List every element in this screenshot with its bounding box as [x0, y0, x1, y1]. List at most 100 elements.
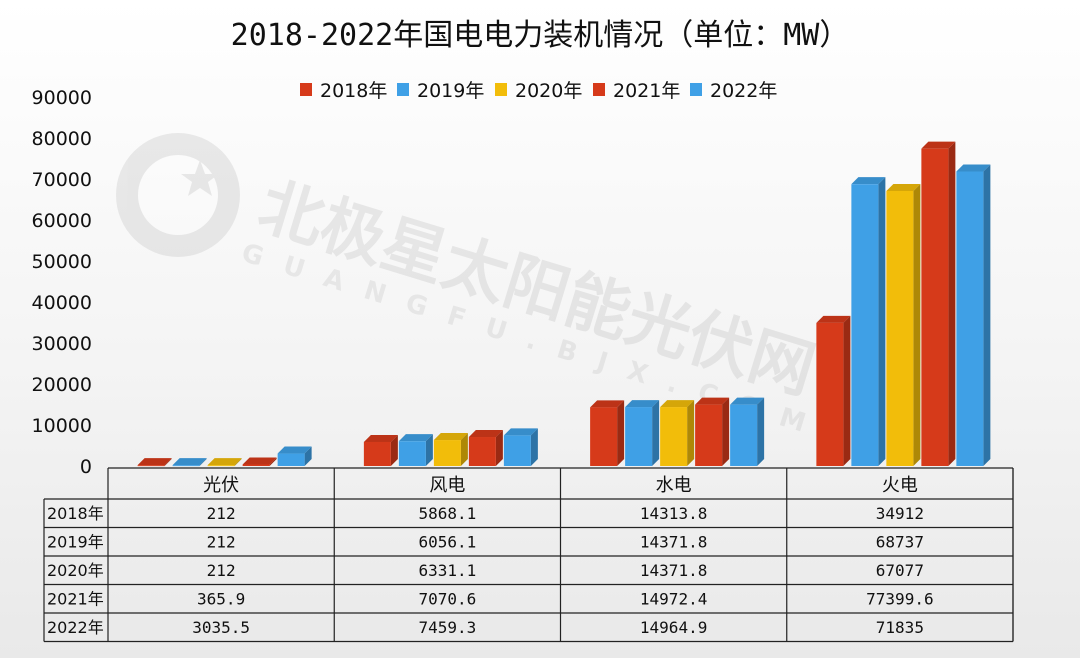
table-cell: 212 [207, 504, 236, 523]
bar-top [172, 458, 207, 466]
bar-top [433, 433, 468, 441]
legend: 2018年 2019年 2020年 2021年 2022年 [300, 80, 777, 102]
legend-item: 2022年 [690, 80, 777, 102]
table-col-header: 火电 [882, 475, 918, 496]
table-cell: 14964.9 [640, 618, 707, 637]
table-row-header: 2019年 [47, 533, 104, 552]
bar [816, 315, 851, 466]
legend-item: 2021年 [593, 80, 680, 102]
bar-top [730, 397, 765, 405]
bar [433, 433, 468, 466]
bar-side [234, 458, 242, 466]
bar [590, 400, 625, 466]
bar-front [503, 435, 531, 466]
bar [956, 164, 991, 466]
legend-swatch [397, 83, 409, 96]
legend-label: 2018年 [320, 80, 387, 102]
bar-side [530, 428, 538, 466]
bar-top [816, 315, 851, 323]
legend-swatch [495, 83, 507, 96]
bar-top [590, 400, 625, 408]
legend-swatch [593, 83, 605, 96]
table-cell: 77399.6 [866, 590, 933, 609]
y-tick-label: 80000 [32, 128, 92, 150]
bar-side [269, 457, 277, 466]
table-col-header: 水电 [656, 475, 692, 496]
bar-side [460, 433, 468, 466]
bar-side [425, 434, 433, 466]
bar-front [242, 464, 270, 466]
watermark-logo-icon [116, 133, 240, 257]
legend-swatch [690, 83, 702, 96]
bar-top [363, 434, 398, 442]
bar-top [468, 430, 503, 438]
bar [851, 177, 886, 467]
bar-top [503, 428, 538, 436]
bar-side [843, 315, 851, 466]
y-tick-label: 40000 [32, 292, 92, 314]
bar-side [983, 164, 991, 466]
y-axis: 0 10000 20000 30000 40000 50000 60000 70000 8000… [32, 87, 92, 478]
table-cell: 68737 [876, 533, 924, 552]
y-tick-label: 10000 [32, 415, 92, 437]
bar-front [207, 465, 235, 467]
y-tick-label: 50000 [32, 251, 92, 273]
legend-label: 2019年 [417, 80, 484, 102]
bar-side [948, 141, 956, 467]
table-cell: 14972.4 [640, 590, 707, 609]
bar-front [433, 440, 461, 466]
table-cell: 5868.1 [418, 504, 476, 523]
table-cell: 14371.8 [640, 561, 707, 580]
y-tick-label: 60000 [32, 210, 92, 232]
bar-front [921, 148, 949, 467]
table-cell: 6056.1 [418, 533, 476, 552]
legend-label: 2022年 [710, 80, 777, 102]
y-tick-label: 90000 [32, 87, 92, 109]
y-tick-label: 0 [80, 456, 92, 478]
bar [363, 434, 398, 466]
table-cell: 14313.8 [640, 504, 707, 523]
table-row-header: 2022年 [47, 618, 104, 637]
table-cell: 34912 [876, 504, 924, 523]
bar-top [242, 457, 277, 465]
table-cell: 3035.5 [192, 618, 250, 637]
legend-label: 2020年 [515, 80, 582, 102]
legend-swatch [300, 83, 312, 96]
bar-side [722, 397, 730, 466]
bar-side [164, 458, 172, 466]
bar [730, 397, 765, 466]
bar-front [590, 407, 618, 466]
chart-title: 2018-2022年国电电力装机情况（单位：MW） [231, 18, 850, 53]
bar-front [277, 453, 305, 466]
bar-front [730, 404, 758, 466]
table-row-header: 2020年 [47, 561, 104, 580]
bar [660, 400, 695, 466]
bar-front [625, 407, 653, 466]
bar-front [816, 322, 844, 466]
bar-top [695, 397, 730, 405]
bar-side [495, 430, 503, 466]
bar [468, 430, 503, 466]
legend-item: 2019年 [397, 80, 484, 102]
bar-front [956, 171, 984, 466]
bar-top [207, 458, 242, 466]
table-row-header: 2018年 [47, 504, 104, 523]
bar-side [878, 177, 886, 467]
table-cell: 212 [207, 561, 236, 580]
bar [137, 458, 172, 467]
table-cell: 71835 [876, 618, 924, 637]
bar [277, 446, 312, 466]
legend-item: 2018年 [300, 80, 387, 102]
bar-top [956, 164, 991, 172]
table-cell: 67077 [876, 561, 924, 580]
bar [886, 183, 921, 466]
bar-front [660, 407, 688, 466]
bar-top [277, 446, 312, 454]
bar-front [851, 184, 879, 467]
table-col-header: 风电 [429, 475, 465, 496]
bar-side [687, 400, 695, 466]
bar-top [137, 458, 172, 466]
bar-top [625, 400, 660, 408]
bar-marks [137, 141, 991, 467]
